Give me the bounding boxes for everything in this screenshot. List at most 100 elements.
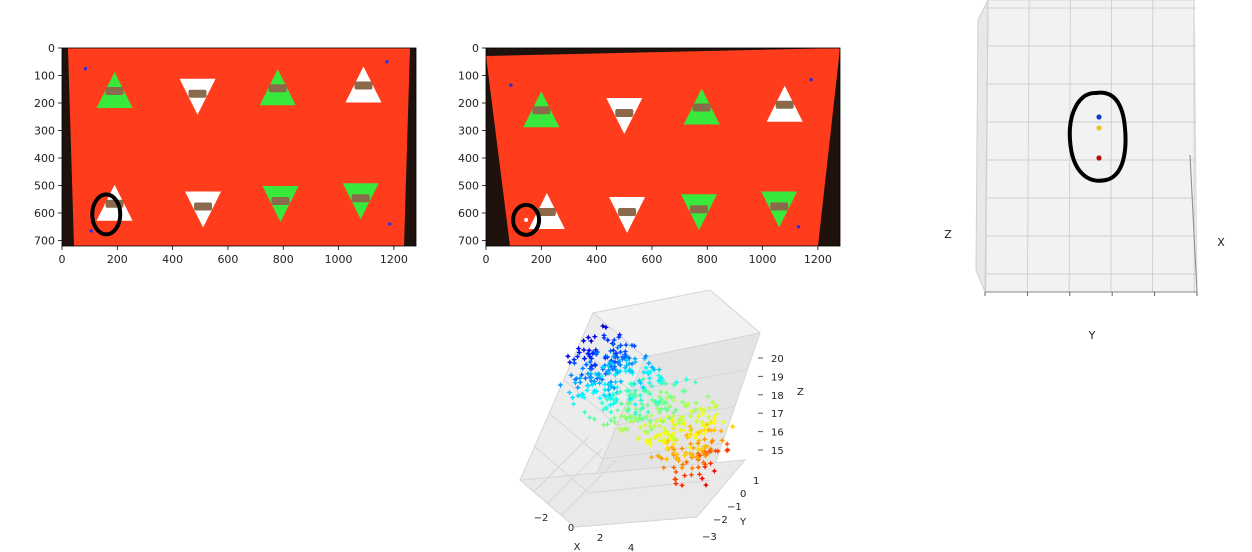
data-point bbox=[622, 364, 629, 371]
marker-3 bbox=[89, 229, 93, 233]
data-point bbox=[685, 401, 692, 408]
data-point bbox=[587, 358, 594, 365]
data-point bbox=[688, 452, 695, 459]
data-point bbox=[671, 381, 678, 388]
axes-frame bbox=[485, 47, 841, 247]
y-tick-label: 200 bbox=[458, 97, 479, 110]
grid-line bbox=[534, 446, 710, 494]
data-point bbox=[677, 427, 684, 434]
data-point bbox=[614, 344, 621, 351]
data-point bbox=[684, 434, 691, 441]
data-point bbox=[712, 447, 719, 454]
data-point bbox=[661, 429, 668, 436]
data-point bbox=[670, 409, 677, 416]
data-point bbox=[718, 427, 725, 434]
marker-2 bbox=[809, 77, 813, 82]
data-point bbox=[626, 360, 633, 367]
data-point bbox=[609, 391, 616, 398]
data-point bbox=[588, 337, 595, 345]
data-point bbox=[606, 359, 613, 366]
data-point bbox=[648, 426, 655, 433]
data-point bbox=[586, 365, 594, 372]
data-point bbox=[667, 435, 674, 442]
box-2 bbox=[615, 109, 634, 117]
data-point bbox=[591, 361, 598, 368]
data-point bbox=[607, 401, 614, 409]
y-tick-label: −1 bbox=[727, 502, 742, 513]
data-point bbox=[572, 379, 579, 386]
data-point bbox=[627, 395, 634, 402]
data-point bbox=[619, 427, 626, 434]
data-point bbox=[705, 426, 712, 433]
data-point bbox=[611, 419, 618, 426]
data-point bbox=[729, 423, 736, 430]
box-4 bbox=[775, 100, 794, 109]
data-point bbox=[646, 423, 654, 430]
axes-frame bbox=[61, 47, 417, 247]
data-point bbox=[678, 464, 686, 471]
data-point bbox=[640, 388, 648, 395]
data-point bbox=[630, 417, 637, 424]
data-point bbox=[702, 482, 710, 489]
data-point bbox=[659, 377, 666, 384]
data-point bbox=[663, 430, 670, 437]
box-2 bbox=[188, 89, 207, 98]
data-point bbox=[591, 378, 598, 385]
data-point bbox=[600, 364, 607, 371]
data-point bbox=[670, 464, 677, 471]
z-axis-label: Z bbox=[797, 387, 804, 398]
data-point bbox=[637, 392, 644, 399]
data-point bbox=[575, 392, 582, 399]
data-point bbox=[625, 387, 632, 394]
data-point bbox=[601, 381, 608, 388]
annotation-circle bbox=[90, 192, 123, 237]
marker-1 bbox=[509, 83, 513, 87]
data-point bbox=[581, 355, 588, 362]
data-point bbox=[683, 458, 690, 466]
data-point bbox=[701, 406, 708, 414]
data-point bbox=[580, 337, 587, 344]
y-tick-label: 700 bbox=[34, 235, 55, 248]
data-point bbox=[616, 368, 624, 375]
data-point bbox=[649, 397, 656, 404]
data-point bbox=[694, 440, 702, 447]
data-point bbox=[646, 390, 653, 397]
data-point bbox=[566, 359, 573, 366]
data-point bbox=[693, 432, 700, 439]
data-point bbox=[588, 374, 595, 381]
data-point bbox=[711, 418, 718, 425]
data-point bbox=[581, 409, 588, 416]
data-point bbox=[673, 421, 680, 428]
data-point bbox=[637, 424, 644, 431]
data-point bbox=[672, 468, 680, 475]
data-point bbox=[591, 333, 598, 340]
data-point bbox=[699, 445, 706, 452]
data-point bbox=[611, 414, 618, 421]
projected-surface bbox=[486, 48, 840, 246]
data-point bbox=[607, 383, 614, 390]
y-tick-label: −3 bbox=[702, 532, 717, 543]
data-point bbox=[679, 461, 686, 468]
y-tick-label: 0 bbox=[740, 489, 746, 500]
data-point bbox=[701, 436, 708, 443]
data-point bbox=[656, 393, 663, 401]
data-point bbox=[607, 409, 615, 416]
data-point bbox=[591, 387, 598, 394]
data-point bbox=[639, 404, 647, 412]
data-point bbox=[581, 394, 588, 401]
data-point bbox=[610, 341, 617, 348]
data-point bbox=[652, 418, 660, 425]
data-point bbox=[614, 384, 621, 391]
data-point bbox=[692, 435, 699, 442]
box-1 bbox=[532, 106, 551, 115]
data-point bbox=[578, 392, 585, 400]
data-point bbox=[651, 366, 658, 373]
x-tick-label: 0 bbox=[483, 253, 490, 266]
data-point bbox=[702, 427, 709, 434]
y-tick-label: 0 bbox=[472, 42, 479, 55]
box-7 bbox=[689, 205, 708, 214]
data-point bbox=[692, 399, 700, 407]
data-point bbox=[611, 397, 618, 404]
annotation-circle bbox=[511, 202, 542, 237]
data-point bbox=[578, 371, 585, 378]
